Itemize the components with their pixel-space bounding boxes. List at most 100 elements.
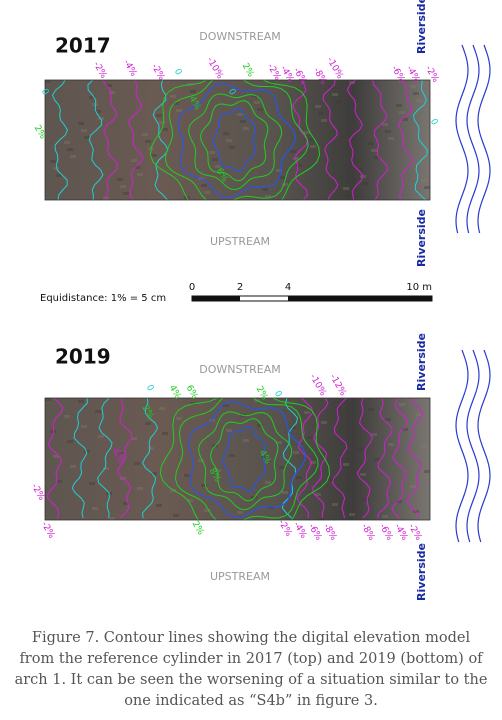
texture — [262, 188, 268, 191]
texture — [265, 195, 271, 198]
texture — [399, 111, 405, 114]
texture — [70, 155, 76, 158]
contour-label: -8% — [321, 522, 339, 543]
contour-line — [71, 398, 88, 519]
contour-line — [397, 80, 414, 200]
texture — [276, 441, 282, 444]
contour-label: 0 — [428, 117, 440, 127]
texture — [332, 503, 338, 506]
contour-line — [159, 398, 331, 520]
texture — [45, 398, 51, 401]
contour-line — [188, 93, 283, 191]
contour-label: -8% — [359, 522, 377, 543]
texture — [84, 450, 90, 453]
texture — [103, 467, 109, 470]
texture — [410, 85, 416, 88]
side-label: Riverside — [415, 0, 428, 54]
texture — [81, 129, 87, 132]
texture — [98, 435, 104, 438]
texture — [318, 518, 324, 520]
contour-label: -10% — [307, 373, 328, 399]
texture — [173, 102, 179, 105]
texture — [402, 428, 408, 431]
scale-tick-label: 0 — [189, 282, 195, 293]
texture — [363, 498, 369, 501]
contour-label: -12% — [327, 373, 348, 399]
contour-line — [356, 398, 373, 519]
contour-line — [331, 398, 348, 519]
texture — [368, 408, 374, 411]
river-wave — [466, 44, 480, 234]
contour-line — [412, 80, 428, 200]
texture — [170, 95, 176, 98]
contour-line — [128, 80, 143, 200]
texture — [343, 463, 349, 466]
top-label: DOWNSTREAM — [199, 30, 281, 43]
texture — [64, 141, 70, 144]
texture — [67, 148, 73, 151]
texture — [315, 493, 321, 496]
texture — [329, 478, 335, 481]
contour-line — [152, 80, 169, 200]
texture — [276, 169, 282, 172]
contour-label: -2% — [406, 522, 424, 543]
texture — [399, 403, 405, 406]
texture — [226, 139, 232, 142]
contour-line — [322, 80, 339, 200]
texture — [151, 472, 157, 475]
texture — [310, 145, 316, 148]
river-wave — [455, 44, 469, 234]
texture — [184, 474, 190, 477]
texture — [424, 470, 430, 473]
contour-line — [164, 80, 309, 200]
texture — [346, 488, 352, 491]
texture — [254, 101, 260, 104]
texture — [137, 173, 143, 176]
contour-label: 0 — [172, 67, 184, 77]
scale-bar-fill — [192, 296, 240, 301]
texture — [290, 426, 296, 429]
texture — [265, 481, 271, 484]
contour-line — [141, 398, 159, 519]
contour-label: -6% — [306, 522, 324, 543]
photo-group — [45, 80, 430, 200]
texture — [368, 142, 374, 145]
scale-tick-label: 2 — [237, 282, 243, 293]
contour-label: -2% — [91, 60, 109, 81]
texture — [187, 499, 193, 502]
texture — [159, 407, 165, 410]
equidistance-label: Equidistance: 1% = 5 cm — [40, 293, 166, 304]
texture — [145, 140, 151, 143]
contour-line — [296, 398, 314, 519]
texture — [198, 459, 204, 462]
texture — [162, 432, 168, 435]
texture — [427, 193, 430, 196]
texture — [363, 182, 369, 185]
texture — [396, 104, 402, 107]
texture — [53, 167, 59, 170]
texture — [427, 495, 430, 498]
texture — [142, 519, 148, 520]
texture — [92, 507, 98, 510]
photo-group — [45, 398, 430, 520]
texture — [382, 515, 388, 518]
side-label: Riverside — [415, 209, 428, 267]
texture — [416, 99, 422, 102]
texture — [290, 150, 296, 153]
texture — [67, 440, 73, 443]
texture — [142, 133, 148, 136]
texture — [304, 411, 310, 414]
texture — [89, 96, 95, 99]
contour-line — [177, 83, 296, 199]
texture — [78, 400, 84, 403]
texture — [123, 502, 129, 505]
contour-line — [212, 107, 256, 173]
contour-line — [87, 80, 104, 200]
scale-tick-label: 4 — [285, 282, 291, 293]
texture — [95, 110, 101, 113]
top-label: DOWNSTREAM — [199, 363, 281, 376]
texture — [421, 445, 427, 448]
contour-line — [47, 398, 64, 519]
texture — [357, 448, 363, 451]
